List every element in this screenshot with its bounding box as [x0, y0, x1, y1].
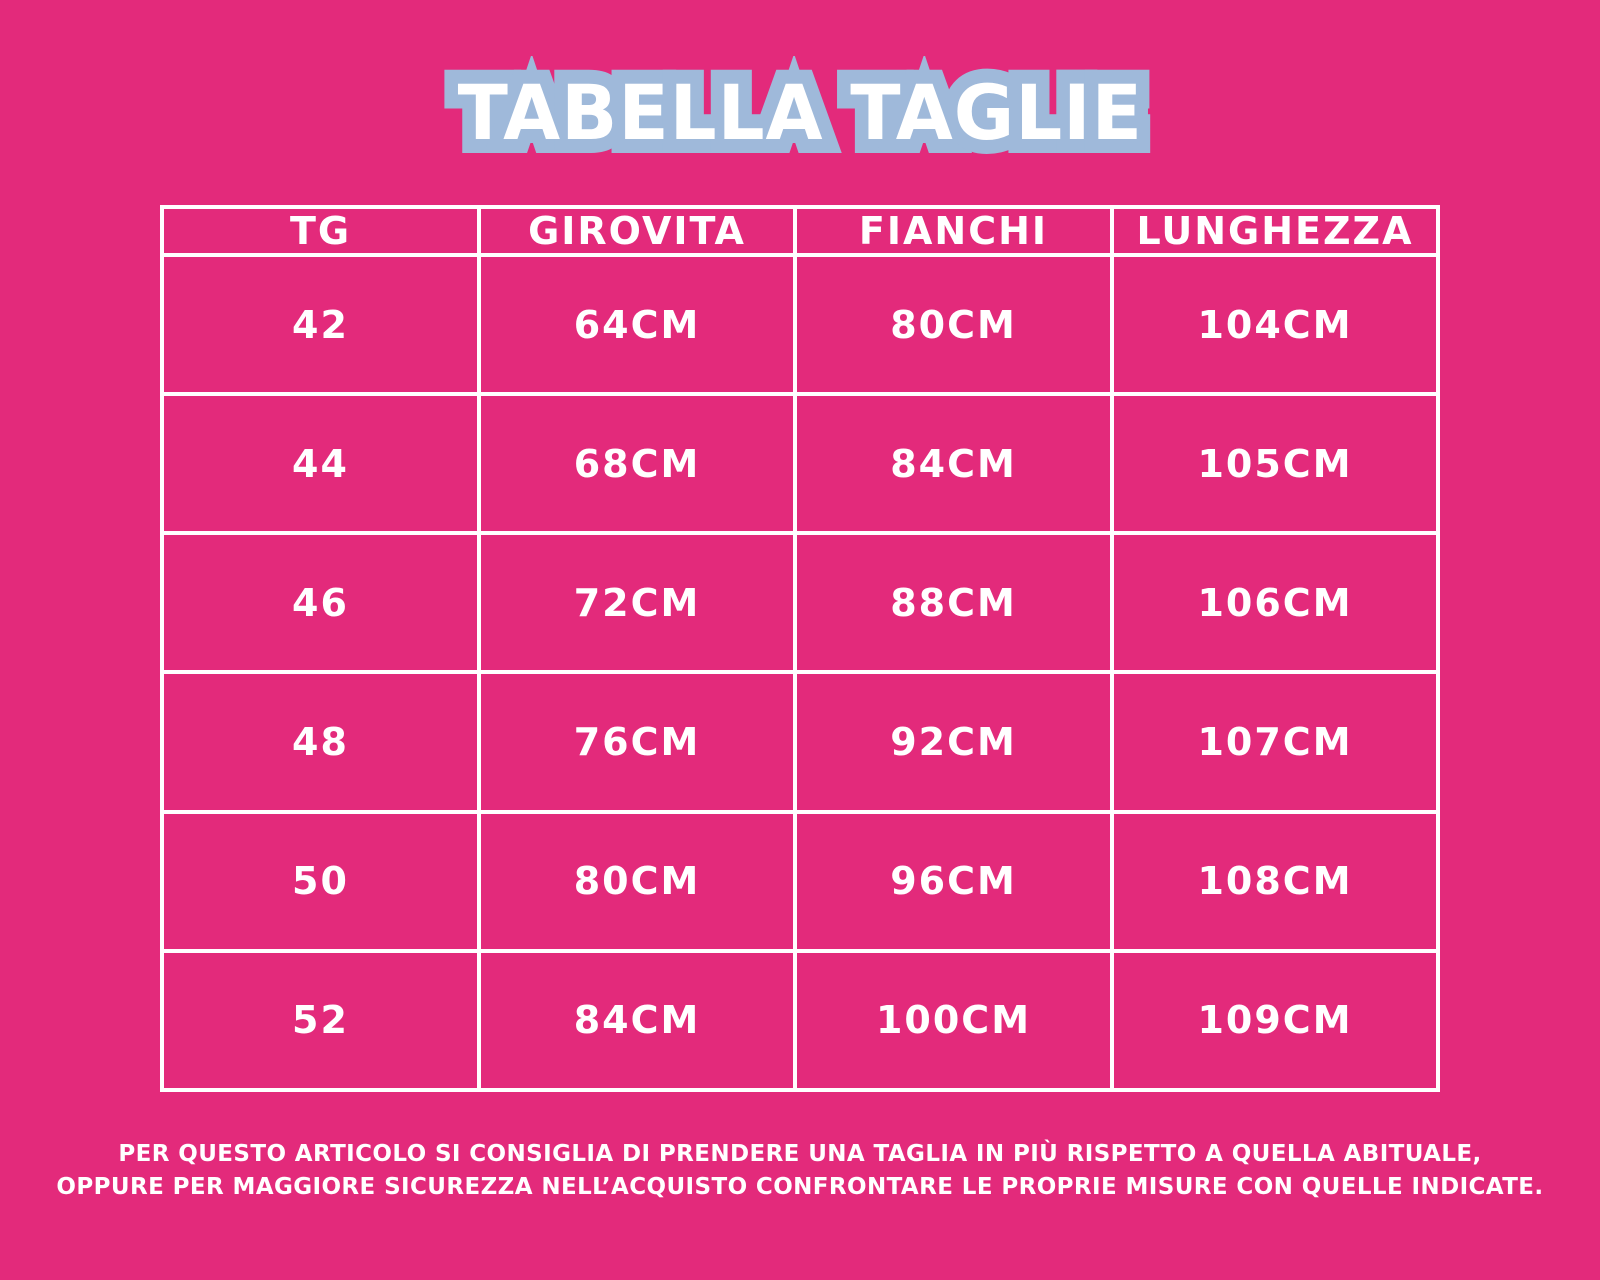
cell-fianchi: 88CM — [793, 531, 1114, 675]
table-row: 48 76CM 92CM 107CM — [160, 670, 1440, 814]
cell-lunghezza: 108CM — [1110, 809, 1440, 953]
cell-fianchi: 84CM — [793, 392, 1114, 536]
header-cell-tg: TG — [160, 205, 481, 257]
cell-girovita: 72CM — [477, 531, 797, 675]
page-title-outline: TABELLA TAGLIE — [444, 54, 1155, 171]
table-row: 42 64CM 80CM 104CM — [160, 252, 1440, 397]
page-title-text: TABELLA TAGLIE — [457, 68, 1143, 157]
cell-fianchi: 80CM — [793, 252, 1114, 397]
cell-size: 44 — [160, 392, 481, 536]
cell-fianchi: 92CM — [793, 670, 1114, 814]
cell-girovita: 80CM — [477, 809, 797, 953]
footer-note: PER QUESTO ARTICOLO SI CONSIGLIA DI PREN… — [0, 1138, 1600, 1204]
table-row: 50 80CM 96CM 108CM — [160, 809, 1440, 953]
table-row: 44 68CM 84CM 105CM — [160, 392, 1440, 536]
table-row: 52 84CM 100CM 109CM — [160, 948, 1440, 1093]
cell-fianchi: 96CM — [793, 809, 1114, 953]
page-title-wrap: TABELLA TAGLIE TABELLA TAGLIE — [0, 54, 1600, 188]
header-cell-fianchi: FIANCHI — [793, 205, 1114, 257]
cell-size: 52 — [160, 948, 481, 1093]
cell-girovita: 68CM — [477, 392, 797, 536]
cell-lunghezza: 105CM — [1110, 392, 1440, 536]
header-cell-lunghezza: LUNGHEZZA — [1110, 205, 1440, 257]
cell-girovita: 64CM — [477, 252, 797, 397]
cell-lunghezza: 106CM — [1110, 531, 1440, 675]
header-cell-girovita: GIROVITA — [477, 205, 797, 257]
cell-size: 48 — [160, 670, 481, 814]
cell-size: 46 — [160, 531, 481, 675]
size-table-header-row: TG GIROVITA FIANCHI LUNGHEZZA — [160, 205, 1440, 257]
cell-girovita: 76CM — [477, 670, 797, 814]
cell-lunghezza: 109CM — [1110, 948, 1440, 1093]
footer-note-line1: PER QUESTO ARTICOLO SI CONSIGLIA DI PREN… — [118, 1141, 1482, 1167]
cell-fianchi: 100CM — [793, 948, 1114, 1093]
page-title: TABELLA TAGLIE TABELLA TAGLIE — [444, 54, 1155, 171]
cell-size: 50 — [160, 809, 481, 953]
cell-lunghezza: 104CM — [1110, 252, 1440, 397]
cell-girovita: 84CM — [477, 948, 797, 1093]
footer-note-line2: OPPURE PER MAGGIORE SICUREZZA NELL’ACQUI… — [56, 1174, 1544, 1200]
cell-size: 42 — [160, 252, 481, 397]
size-table: TG GIROVITA FIANCHI LUNGHEZZA 42 64CM 80… — [160, 205, 1440, 1093]
cell-lunghezza: 107CM — [1110, 670, 1440, 814]
table-row: 46 72CM 88CM 106CM — [160, 531, 1440, 675]
